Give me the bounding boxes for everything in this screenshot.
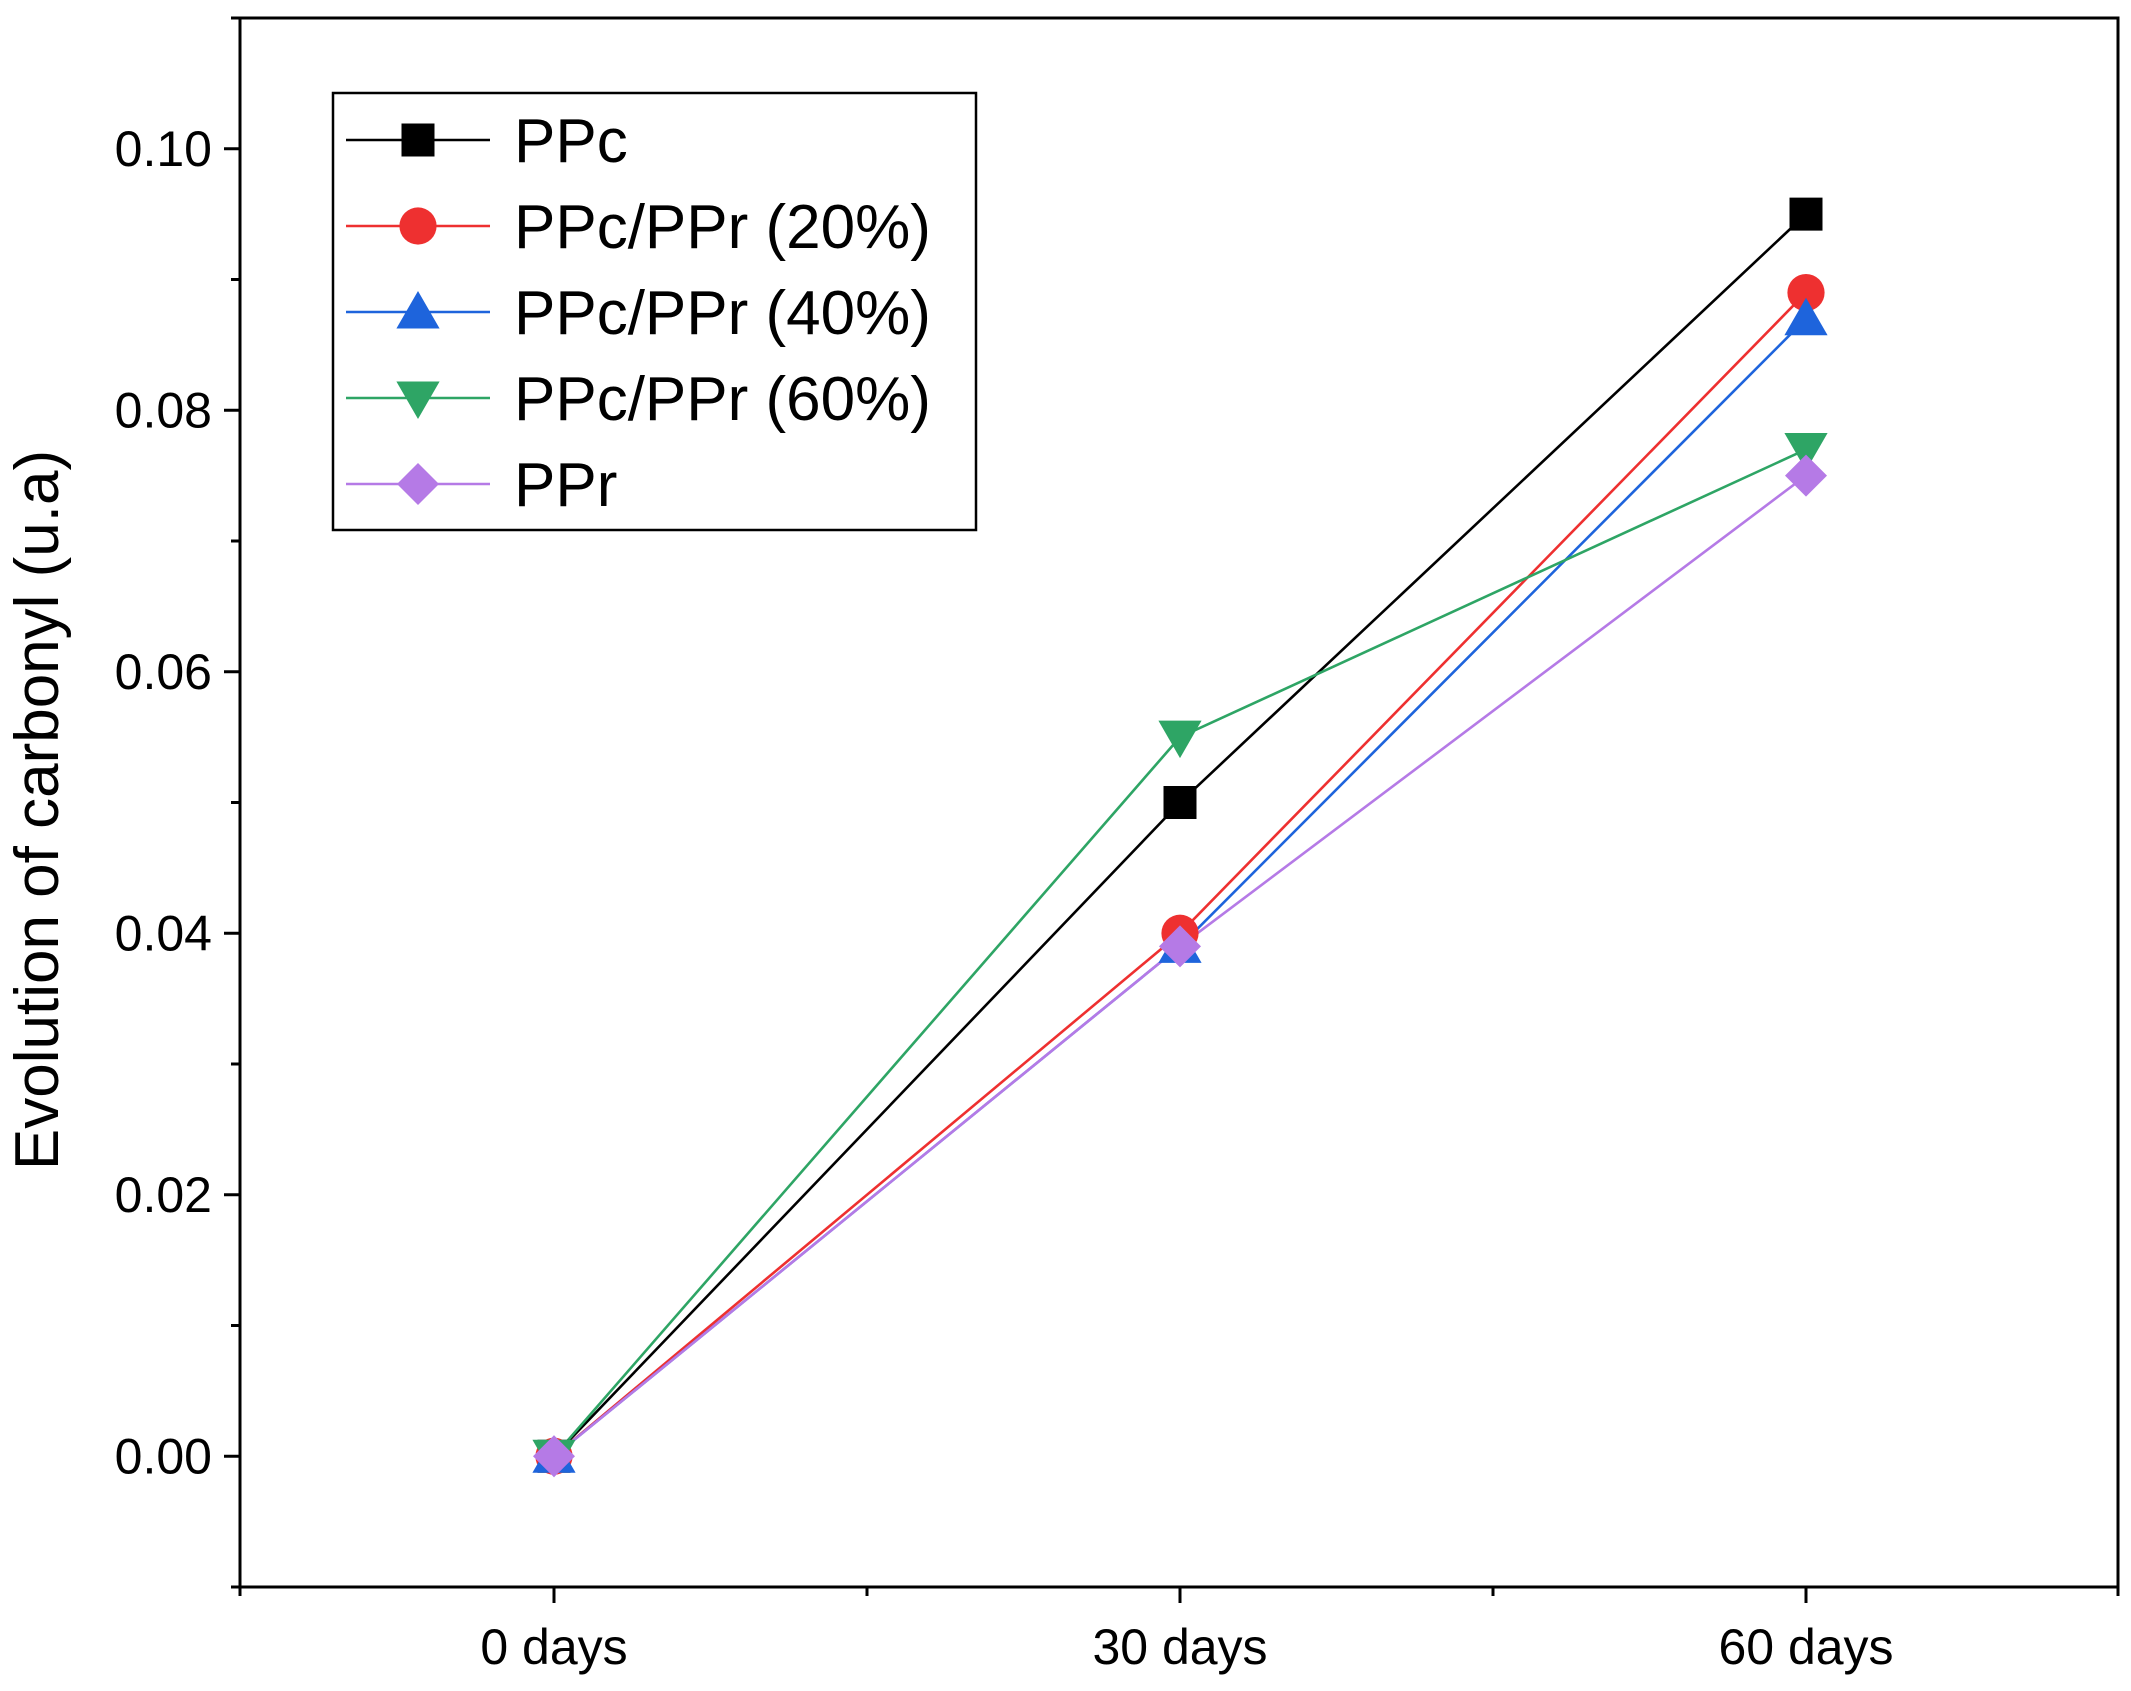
legend-marker — [399, 207, 437, 245]
legend: PPc PPc/PPr (20%) PPc/PPr (40%) PPc/PPr (60… — [331, 91, 978, 532]
legend-label: PPr — [514, 451, 617, 520]
data-point — [1784, 297, 1828, 336]
x-tick-label: 0 days — [480, 1619, 627, 1675]
data-point — [1159, 925, 1201, 968]
y-tick-label: 0.00 — [115, 1428, 212, 1484]
legend-label: PPc/PPr (60%) — [514, 365, 931, 434]
x-tick-label: 60 days — [1718, 1619, 1893, 1675]
legend-marker — [396, 291, 440, 329]
data-point — [1785, 454, 1827, 497]
data-point — [1789, 197, 1823, 231]
y-axis-title: Evolution of carbonyl (u.a) — [3, 450, 72, 1170]
y-tick-label: 0.02 — [115, 1167, 212, 1223]
legend-marker — [397, 463, 439, 505]
y-tick-label: 0.06 — [115, 644, 212, 700]
legend-label: PPc/PPr (40%) — [514, 279, 931, 348]
legend-marker — [396, 381, 440, 419]
series-layer — [532, 197, 1828, 1478]
legend-label: PPc — [514, 107, 628, 176]
legend-marker — [401, 123, 435, 157]
x-axis: 0 days 30 days 60 days — [238, 1587, 2120, 1675]
data-point — [533, 1435, 575, 1478]
data-point — [1787, 273, 1825, 312]
y-tick-label: 0.10 — [115, 121, 212, 177]
x-tick-label: 30 days — [1092, 1619, 1267, 1675]
data-point — [1163, 786, 1197, 819]
data-point — [1784, 432, 1828, 471]
data-point — [1158, 720, 1202, 759]
y-tick-label: 0.08 — [115, 382, 212, 438]
y-tick-label: 0.04 — [115, 905, 212, 961]
legend-label: PPc/PPr (20%) — [514, 193, 931, 262]
series-markers-4 — [533, 454, 1827, 1478]
y-axis: 0.00 0.02 0.04 0.06 0.08 0.10 — [115, 16, 240, 1589]
